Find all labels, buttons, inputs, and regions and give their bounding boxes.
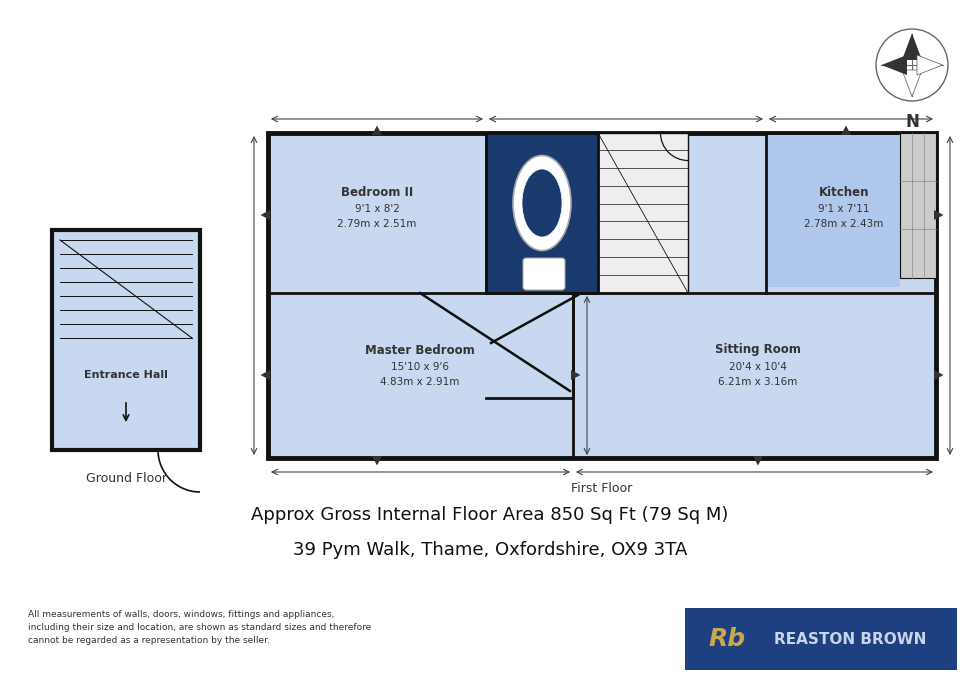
Text: 20'4 x 10'4: 20'4 x 10'4 (729, 362, 787, 372)
Text: 39 Pym Walk, Thame, Oxfordshire, OX9 3TA: 39 Pym Walk, Thame, Oxfordshire, OX9 3TA (293, 541, 687, 559)
Polygon shape (372, 456, 382, 466)
Text: Master Bedroom: Master Bedroom (366, 343, 475, 356)
Text: Kitchen: Kitchen (818, 185, 869, 199)
Polygon shape (881, 55, 907, 75)
Text: Ground Floor: Ground Floor (85, 472, 167, 485)
Bar (685, 608, 957, 670)
Text: N: N (906, 113, 919, 131)
Text: First Floor: First Floor (571, 482, 633, 495)
FancyBboxPatch shape (523, 258, 565, 290)
Polygon shape (902, 33, 922, 60)
Text: Sitting Room: Sitting Room (715, 343, 801, 356)
Text: 2.78m x 2.43m: 2.78m x 2.43m (805, 219, 884, 229)
Polygon shape (934, 210, 944, 220)
Polygon shape (753, 456, 763, 466)
Text: Approx Gross Internal Floor Area 850 Sq Ft (79 Sq M): Approx Gross Internal Floor Area 850 Sq … (251, 506, 729, 524)
Polygon shape (841, 125, 851, 135)
Bar (486, 133, 598, 293)
Text: Bedroom II: Bedroom II (341, 185, 414, 199)
Bar (598, 133, 688, 293)
Bar (52, 230, 200, 450)
Text: 9'1 x 8'2: 9'1 x 8'2 (355, 204, 400, 214)
Text: Rb: Rb (709, 627, 746, 651)
Polygon shape (934, 370, 944, 380)
Text: 6.21m x 3.16m: 6.21m x 3.16m (718, 377, 798, 387)
Text: Entrance Hall: Entrance Hall (84, 370, 168, 380)
Text: 15'10 x 9'6: 15'10 x 9'6 (391, 362, 449, 372)
Polygon shape (261, 210, 270, 220)
Text: 2.79m x 2.51m: 2.79m x 2.51m (337, 219, 416, 229)
Polygon shape (571, 370, 580, 380)
Text: 4.83m x 2.91m: 4.83m x 2.91m (380, 377, 460, 387)
Bar (268, 133, 936, 458)
Text: REASTON BROWN: REASTON BROWN (774, 632, 926, 646)
Ellipse shape (513, 156, 571, 251)
Bar (900, 133, 936, 278)
Polygon shape (917, 55, 943, 75)
Polygon shape (261, 370, 270, 380)
Ellipse shape (522, 169, 562, 237)
Text: 9'1 x 7'11: 9'1 x 7'11 (818, 204, 870, 214)
Polygon shape (902, 70, 922, 97)
Polygon shape (372, 125, 382, 135)
Bar (768, 135, 900, 287)
Text: All measurements of walls, doors, windows, fittings and appliances,
including th: All measurements of walls, doors, window… (28, 610, 371, 646)
